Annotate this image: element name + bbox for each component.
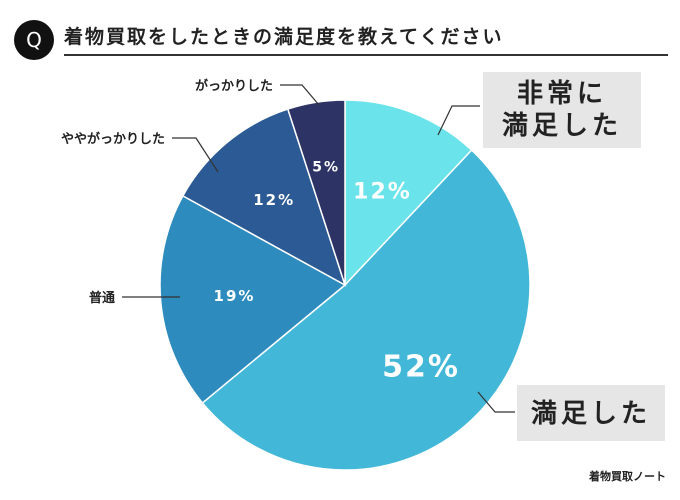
category-label: がっかりした <box>195 78 273 94</box>
category-label-box <box>517 385 665 441</box>
category-label-box <box>483 72 641 148</box>
leader-line <box>477 391 515 413</box>
question-badge: Q <box>14 20 54 60</box>
pie-slice-1 <box>201 149 531 471</box>
pie-slice-0 <box>344 99 473 287</box>
category-label: 満足した <box>531 399 651 429</box>
category-label: 非常に <box>517 79 607 109</box>
category-label: 満足した <box>502 111 622 141</box>
slice-percent-label: 52% <box>382 350 460 385</box>
slice-percent-label: 12% <box>353 179 412 204</box>
slice-percent-label: 12% <box>253 191 295 209</box>
leader-line <box>280 84 320 106</box>
pie-slice-2 <box>159 194 347 404</box>
slice-percent-label: 5% <box>312 159 340 175</box>
category-label: 普通 <box>89 290 115 306</box>
category-label: ややがっかりした <box>61 131 165 147</box>
site-logo: 着物買取ノート <box>589 470 666 483</box>
leader-line <box>437 105 480 136</box>
pie-slice-3 <box>181 108 347 287</box>
page-title: 着物買取をしたときの満足度を教えてください <box>64 26 504 48</box>
slice-percent-label: 19% <box>214 287 256 305</box>
title-underline <box>64 54 668 56</box>
leader-line <box>172 137 219 173</box>
